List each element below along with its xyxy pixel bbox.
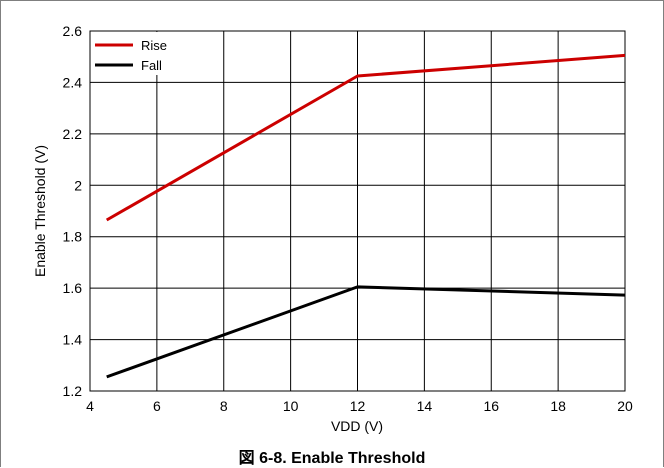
- series-line-rise: [105, 53, 626, 222]
- y-tick-labels: 1.2 1.4 1.6 1.8 2 2.2 2.4 2.6: [63, 23, 83, 399]
- x-tick-label: 18: [550, 398, 566, 414]
- y-tick-label: 1.2: [63, 383, 83, 399]
- x-tick-label: 16: [483, 398, 499, 414]
- line-chart: 4 6 8 10 12 14 16 18 20 1.2 1.4 1.6 1.8 2 2.2 2.4 2.6 V…: [32, 23, 633, 434]
- y-tick-label: 2.6: [63, 23, 83, 39]
- y-axis-label: Enable Threshold (V): [32, 145, 48, 277]
- y-tick-label: 2: [74, 177, 82, 193]
- y-tick-label: 1.6: [63, 280, 83, 296]
- x-tick-label: 20: [617, 398, 633, 414]
- series-line-fall: [106, 285, 626, 379]
- x-tick-label: 14: [417, 398, 433, 414]
- x-tick-label: 12: [350, 398, 366, 414]
- series-lines: [105, 53, 626, 379]
- x-tick-label: 10: [283, 398, 299, 414]
- x-tick-labels: 4 6 8 10 12 14 16 18 20: [86, 398, 633, 414]
- x-tick-label: 6: [153, 398, 161, 414]
- legend-label-rise: Rise: [141, 38, 167, 53]
- legend-label-fall: Fall: [141, 58, 162, 73]
- figure-caption: 図 6-8. Enable Threshold: [238, 450, 426, 467]
- y-tick-label: 2.4: [63, 74, 83, 90]
- legend: Rise Fall: [91, 32, 185, 75]
- x-tick-label: 8: [220, 398, 228, 414]
- y-tick-label: 2.2: [63, 126, 83, 142]
- x-axis-label: VDD (V): [331, 418, 383, 434]
- y-tick-label: 1.8: [63, 229, 83, 245]
- legend-box: [91, 32, 185, 75]
- x-tick-label: 4: [86, 398, 94, 414]
- y-tick-label: 1.4: [63, 332, 83, 348]
